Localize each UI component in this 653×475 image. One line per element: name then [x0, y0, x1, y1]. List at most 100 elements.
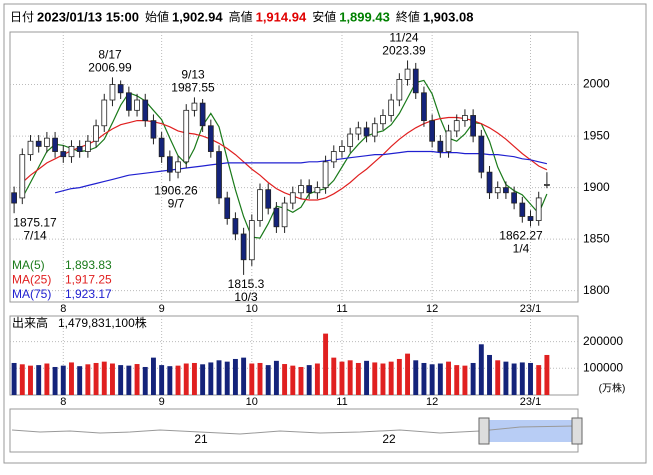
volume-bar — [372, 362, 378, 395]
volume-bar — [298, 366, 304, 395]
volume-bar — [495, 360, 501, 395]
x-tick-label: 10 — [246, 396, 258, 408]
volume-bar — [478, 344, 484, 395]
volume-bar — [183, 363, 189, 395]
volume-bar — [77, 366, 83, 395]
candle-body — [437, 140, 444, 152]
header-value: 2023/01/13 15:00 — [37, 9, 139, 24]
volume-total: 1,479,831,100株 — [58, 315, 147, 330]
candle-body — [306, 185, 313, 194]
candle-body — [298, 185, 304, 194]
candle-body — [68, 145, 75, 158]
candle-body — [347, 133, 354, 147]
candle-body — [158, 137, 165, 158]
volume-bar — [134, 364, 140, 395]
legend-name: MA(25) — [12, 273, 51, 287]
candle-body — [535, 197, 542, 221]
volume-bar — [339, 361, 345, 395]
header-label: 日付 — [10, 10, 34, 24]
volume-bar — [142, 366, 148, 395]
candle-body — [191, 102, 198, 111]
navigator-line — [11, 425, 576, 435]
candle-body — [462, 115, 468, 122]
volume-bar — [85, 364, 91, 395]
candle-body — [355, 127, 362, 135]
volume-bar — [462, 365, 468, 395]
x-tick-label: 9 — [159, 396, 165, 408]
x-tick-label: 23/1 — [520, 303, 541, 315]
candle-body — [27, 140, 34, 156]
volume-bar — [249, 363, 255, 395]
candle-body — [371, 123, 378, 137]
volume-bar — [167, 366, 173, 395]
volume-bar — [503, 361, 509, 395]
annotation-date: 1/4 — [513, 242, 530, 256]
candle-body — [224, 197, 231, 219]
candle-body — [339, 145, 345, 152]
volume-bar — [282, 364, 288, 395]
volume-bar — [36, 365, 42, 395]
candle-body — [175, 161, 181, 173]
volume-bar — [290, 365, 296, 395]
x-tick-label: 8 — [60, 396, 66, 408]
volume-bar — [60, 365, 66, 395]
volume-bar — [519, 362, 525, 395]
candle-body — [544, 184, 550, 186]
volume-bar — [347, 360, 353, 395]
volume-bar — [241, 357, 247, 395]
candle-body — [273, 207, 280, 228]
volume-bar — [437, 363, 443, 395]
annotation-value: 1862.27 — [499, 229, 543, 243]
volume-bar — [544, 354, 550, 395]
candle-body — [445, 130, 452, 152]
candle-body — [412, 68, 419, 94]
volume-bar — [159, 365, 165, 395]
candle-body — [85, 140, 91, 152]
candle-body — [150, 120, 157, 139]
candle-body — [134, 99, 140, 111]
candle-body — [388, 99, 395, 116]
candle-body — [478, 135, 485, 173]
candle-body — [281, 202, 288, 228]
x-tick-label: 8 — [60, 303, 66, 315]
candle-body — [494, 187, 501, 194]
candle-body — [232, 218, 239, 235]
volume-unit: (万株) — [599, 382, 626, 395]
volume-bar — [19, 364, 25, 395]
x-tick-label: 23/1 — [520, 396, 541, 408]
volume-bar — [380, 363, 386, 395]
candle-body — [330, 151, 337, 163]
volume-bar — [52, 366, 58, 395]
candle-body — [248, 220, 255, 261]
candle-body — [404, 68, 411, 80]
volume-bar — [421, 362, 427, 395]
candle-body — [101, 99, 108, 127]
header-value: 1,914.94 — [256, 9, 307, 24]
header-label: 安値 — [312, 9, 336, 24]
navigator-selection[interactable] — [487, 420, 573, 442]
volume-bar — [273, 360, 279, 395]
header-value: 1,899.43 — [339, 9, 390, 24]
y-tick-label: 1900 — [583, 180, 610, 194]
legend-name: MA(5) — [12, 258, 45, 272]
annotation-value: 1906.26 — [154, 183, 198, 197]
ma-line — [54, 150, 548, 194]
volume-bar — [126, 365, 132, 395]
navigator-handle[interactable] — [478, 417, 490, 445]
legend-name: MA(75) — [12, 287, 51, 301]
volume-tick-label: 100000 — [583, 360, 623, 374]
volume-bar — [454, 365, 460, 395]
volume-bar — [11, 362, 17, 395]
volume-bar — [257, 362, 263, 395]
candle-body — [11, 192, 17, 204]
volume-bar — [314, 363, 320, 395]
candle-body — [289, 192, 296, 204]
navigator-handle[interactable] — [571, 417, 583, 445]
volume-bar — [306, 365, 312, 395]
x-tick-label: 10 — [246, 303, 258, 315]
volume-bar — [446, 361, 451, 395]
legend-value: 1,923.17 — [65, 287, 112, 301]
annotation-value: 1815.3 — [228, 277, 265, 291]
annotation-date: 8/17 — [98, 48, 122, 62]
candle-body — [429, 120, 436, 142]
